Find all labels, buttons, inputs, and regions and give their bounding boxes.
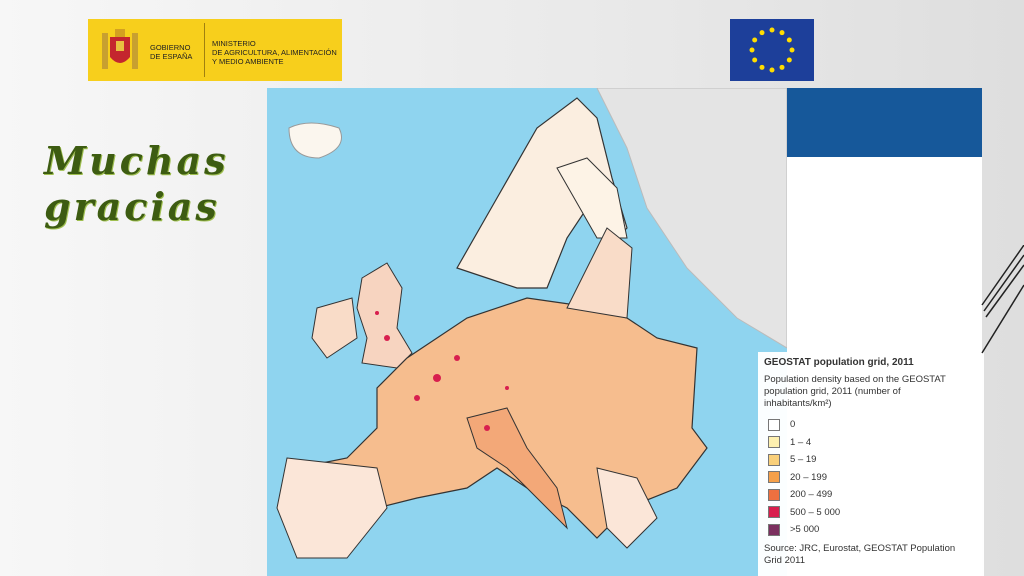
legend-label: >5 000 <box>790 524 820 536</box>
legend-swatch <box>768 453 780 466</box>
legend-title: GEOSTAT population grid, 2011 <box>764 357 914 368</box>
government-text: GOBIERNO DE ESPAÑA <box>150 43 192 61</box>
legend-item: 0 <box>768 416 984 434</box>
legend-item: 500 – 5 000 <box>768 504 984 522</box>
legend-source: Source: JRC, Eurostat, GEOSTAT Populatio… <box>764 542 956 554</box>
legend-item: 20 – 199 <box>768 469 984 487</box>
ministry-text: MINISTERIO DE AGRICULTURA, ALIMENTACIÓN … <box>212 39 337 66</box>
flag-star <box>786 57 792 63</box>
text-line: DE ESPAÑA <box>150 52 193 61</box>
panel-header <box>787 88 982 157</box>
text-line: MINISTERIO <box>212 39 256 48</box>
legend-label: 20 – 199 <box>790 471 827 483</box>
ministry-logo: GOBIERNO DE ESPAÑA MINISTERIO DE AGRICUL… <box>88 19 342 81</box>
flag-star <box>769 27 775 33</box>
legend-description: population grid, 2011 (number of <box>764 386 901 397</box>
flag-star <box>759 64 765 70</box>
legend-swatch <box>768 471 780 484</box>
legend-item: 200 – 499 <box>768 486 984 504</box>
flag-star <box>786 37 792 43</box>
flag-star <box>752 37 758 43</box>
text-line: DE AGRICULTURA, ALIMENTACIÓN <box>212 48 337 57</box>
legend-label: 5 – 19 <box>790 454 817 466</box>
flag-star <box>759 30 765 36</box>
eu-flag <box>730 19 814 81</box>
text-line: GOBIERNO <box>150 43 191 52</box>
legend-swatch <box>768 418 780 431</box>
flag-star <box>779 30 785 36</box>
flag-star <box>769 67 775 73</box>
legend-swatch <box>768 488 780 501</box>
legend-label: 0 <box>790 419 796 431</box>
flag-star <box>749 47 755 53</box>
decoration-lines <box>981 245 1024 354</box>
legend-description: inhabitants/km²) <box>764 398 832 409</box>
legend-source: Grid 2011 <box>764 554 806 566</box>
legend-item: 1 – 4 <box>768 434 984 452</box>
legend-label: 200 – 499 <box>790 489 833 501</box>
legend-swatch <box>768 523 780 536</box>
legend-item: >5 000 <box>768 521 984 539</box>
flag-star <box>752 57 758 63</box>
legend-swatch <box>768 506 780 519</box>
legend-swatch <box>768 436 780 449</box>
legend-item: 5 – 19 <box>768 451 984 469</box>
legend-description: Population density based on the GEOSTAT <box>764 374 946 385</box>
legend-label: 500 – 5 000 <box>790 506 841 518</box>
text-line: Y MEDIO AMBIENTE <box>212 57 284 66</box>
map-legend: GEOSTAT population grid, 2011 Population… <box>758 352 984 576</box>
flag-star <box>789 47 795 53</box>
population-map <box>267 88 787 576</box>
title-line: Muchas <box>44 138 229 183</box>
flag-star <box>779 64 785 70</box>
coat-of-arms <box>102 29 138 69</box>
legend-label: 1 – 4 <box>790 436 812 448</box>
slide-title: Muchas gracias <box>44 138 228 230</box>
title-line: gracias <box>44 184 220 229</box>
